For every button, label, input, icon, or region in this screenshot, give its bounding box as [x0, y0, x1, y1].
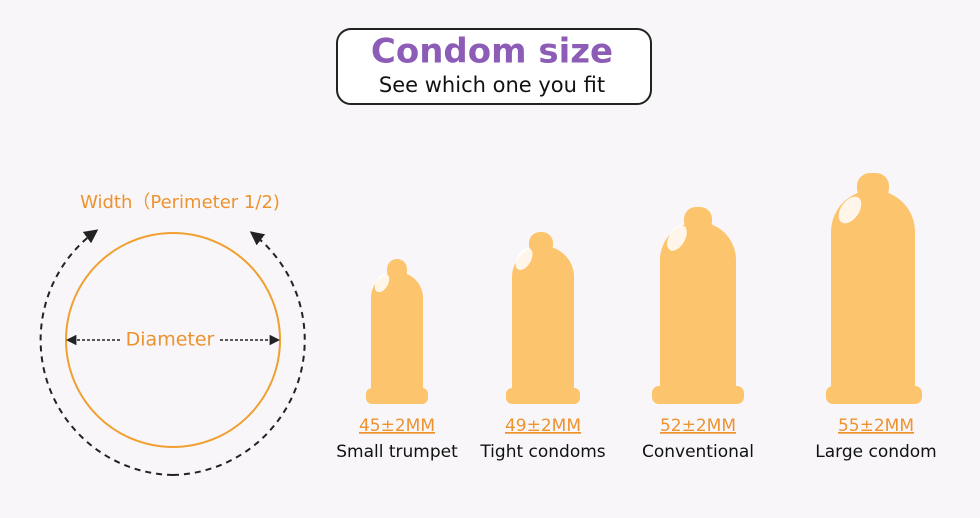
condom-tight	[506, 232, 580, 404]
size-label: 49±2MM	[505, 416, 581, 436]
size-label: 55±2MM	[838, 416, 914, 436]
condom-large	[826, 173, 922, 404]
item-name: Large condom	[815, 442, 937, 462]
header-box	[336, 28, 652, 105]
width-label: Width（Perimeter 1/2)	[80, 192, 280, 213]
size-label: 52±2MM	[660, 416, 736, 436]
diameter-label: Diameter	[126, 329, 215, 351]
title: Condom size	[371, 32, 613, 72]
item-name: Conventional	[642, 442, 754, 462]
width-arrow	[39, 229, 174, 476]
item-name: Tight condoms	[479, 442, 605, 462]
width-arrow	[172, 231, 306, 476]
condom-small	[366, 259, 428, 404]
subtitle: See which one you fit	[379, 73, 605, 97]
condom-conventional	[652, 207, 744, 404]
size-label: 45±2MM	[359, 416, 435, 436]
item-name: Small trumpet	[336, 442, 458, 462]
